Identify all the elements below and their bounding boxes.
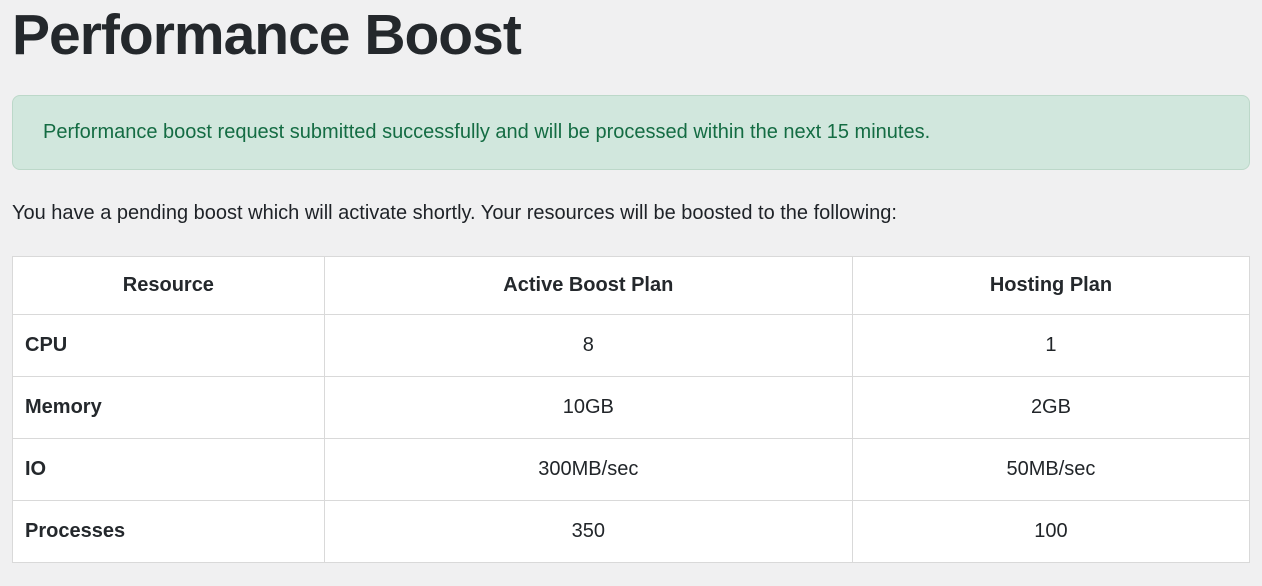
pending-boost-text: You have a pending boost which will acti… bbox=[12, 202, 897, 225]
cell-boost-processes: 350 bbox=[323, 500, 853, 564]
column-header-boost-plan: Active Boost Plan bbox=[323, 256, 853, 316]
cell-resource-cpu: CPU bbox=[12, 314, 325, 378]
cell-boost-io: 300MB/sec bbox=[323, 438, 853, 502]
cell-boost-memory: 10GB bbox=[323, 376, 853, 440]
cell-hosting-cpu: 1 bbox=[851, 314, 1251, 378]
table-row: Memory 10GB 2GB bbox=[12, 376, 1251, 440]
table-row: IO 300MB/sec 50MB/sec bbox=[12, 438, 1251, 502]
table-header: Resource Active Boost Plan Hosting Plan bbox=[12, 256, 1251, 316]
success-alert-message: Performance boost request submitted succ… bbox=[43, 121, 931, 144]
cell-resource-io: IO bbox=[12, 438, 325, 502]
cell-resource-memory: Memory bbox=[12, 376, 325, 440]
cell-hosting-io: 50MB/sec bbox=[851, 438, 1251, 502]
column-header-hosting-plan: Hosting Plan bbox=[851, 256, 1251, 316]
success-alert: Performance boost request submitted succ… bbox=[12, 95, 1250, 171]
cell-hosting-memory: 2GB bbox=[851, 376, 1251, 440]
cell-hosting-processes: 100 bbox=[851, 500, 1251, 564]
table-body: CPU 8 1 Memory 10GB 2GB IO 300MB/sec 50M… bbox=[12, 314, 1251, 564]
table-row: Processes 350 100 bbox=[12, 500, 1251, 564]
cell-resource-processes: Processes bbox=[12, 500, 325, 564]
page-title: Performance Boost bbox=[12, 3, 522, 67]
cell-boost-cpu: 8 bbox=[323, 314, 853, 378]
table-row: CPU 8 1 bbox=[12, 314, 1251, 378]
table-header-row: Resource Active Boost Plan Hosting Plan bbox=[12, 256, 1251, 316]
column-header-resource: Resource bbox=[12, 256, 325, 316]
boost-resources-table: Resource Active Boost Plan Hosting Plan … bbox=[12, 256, 1251, 564]
